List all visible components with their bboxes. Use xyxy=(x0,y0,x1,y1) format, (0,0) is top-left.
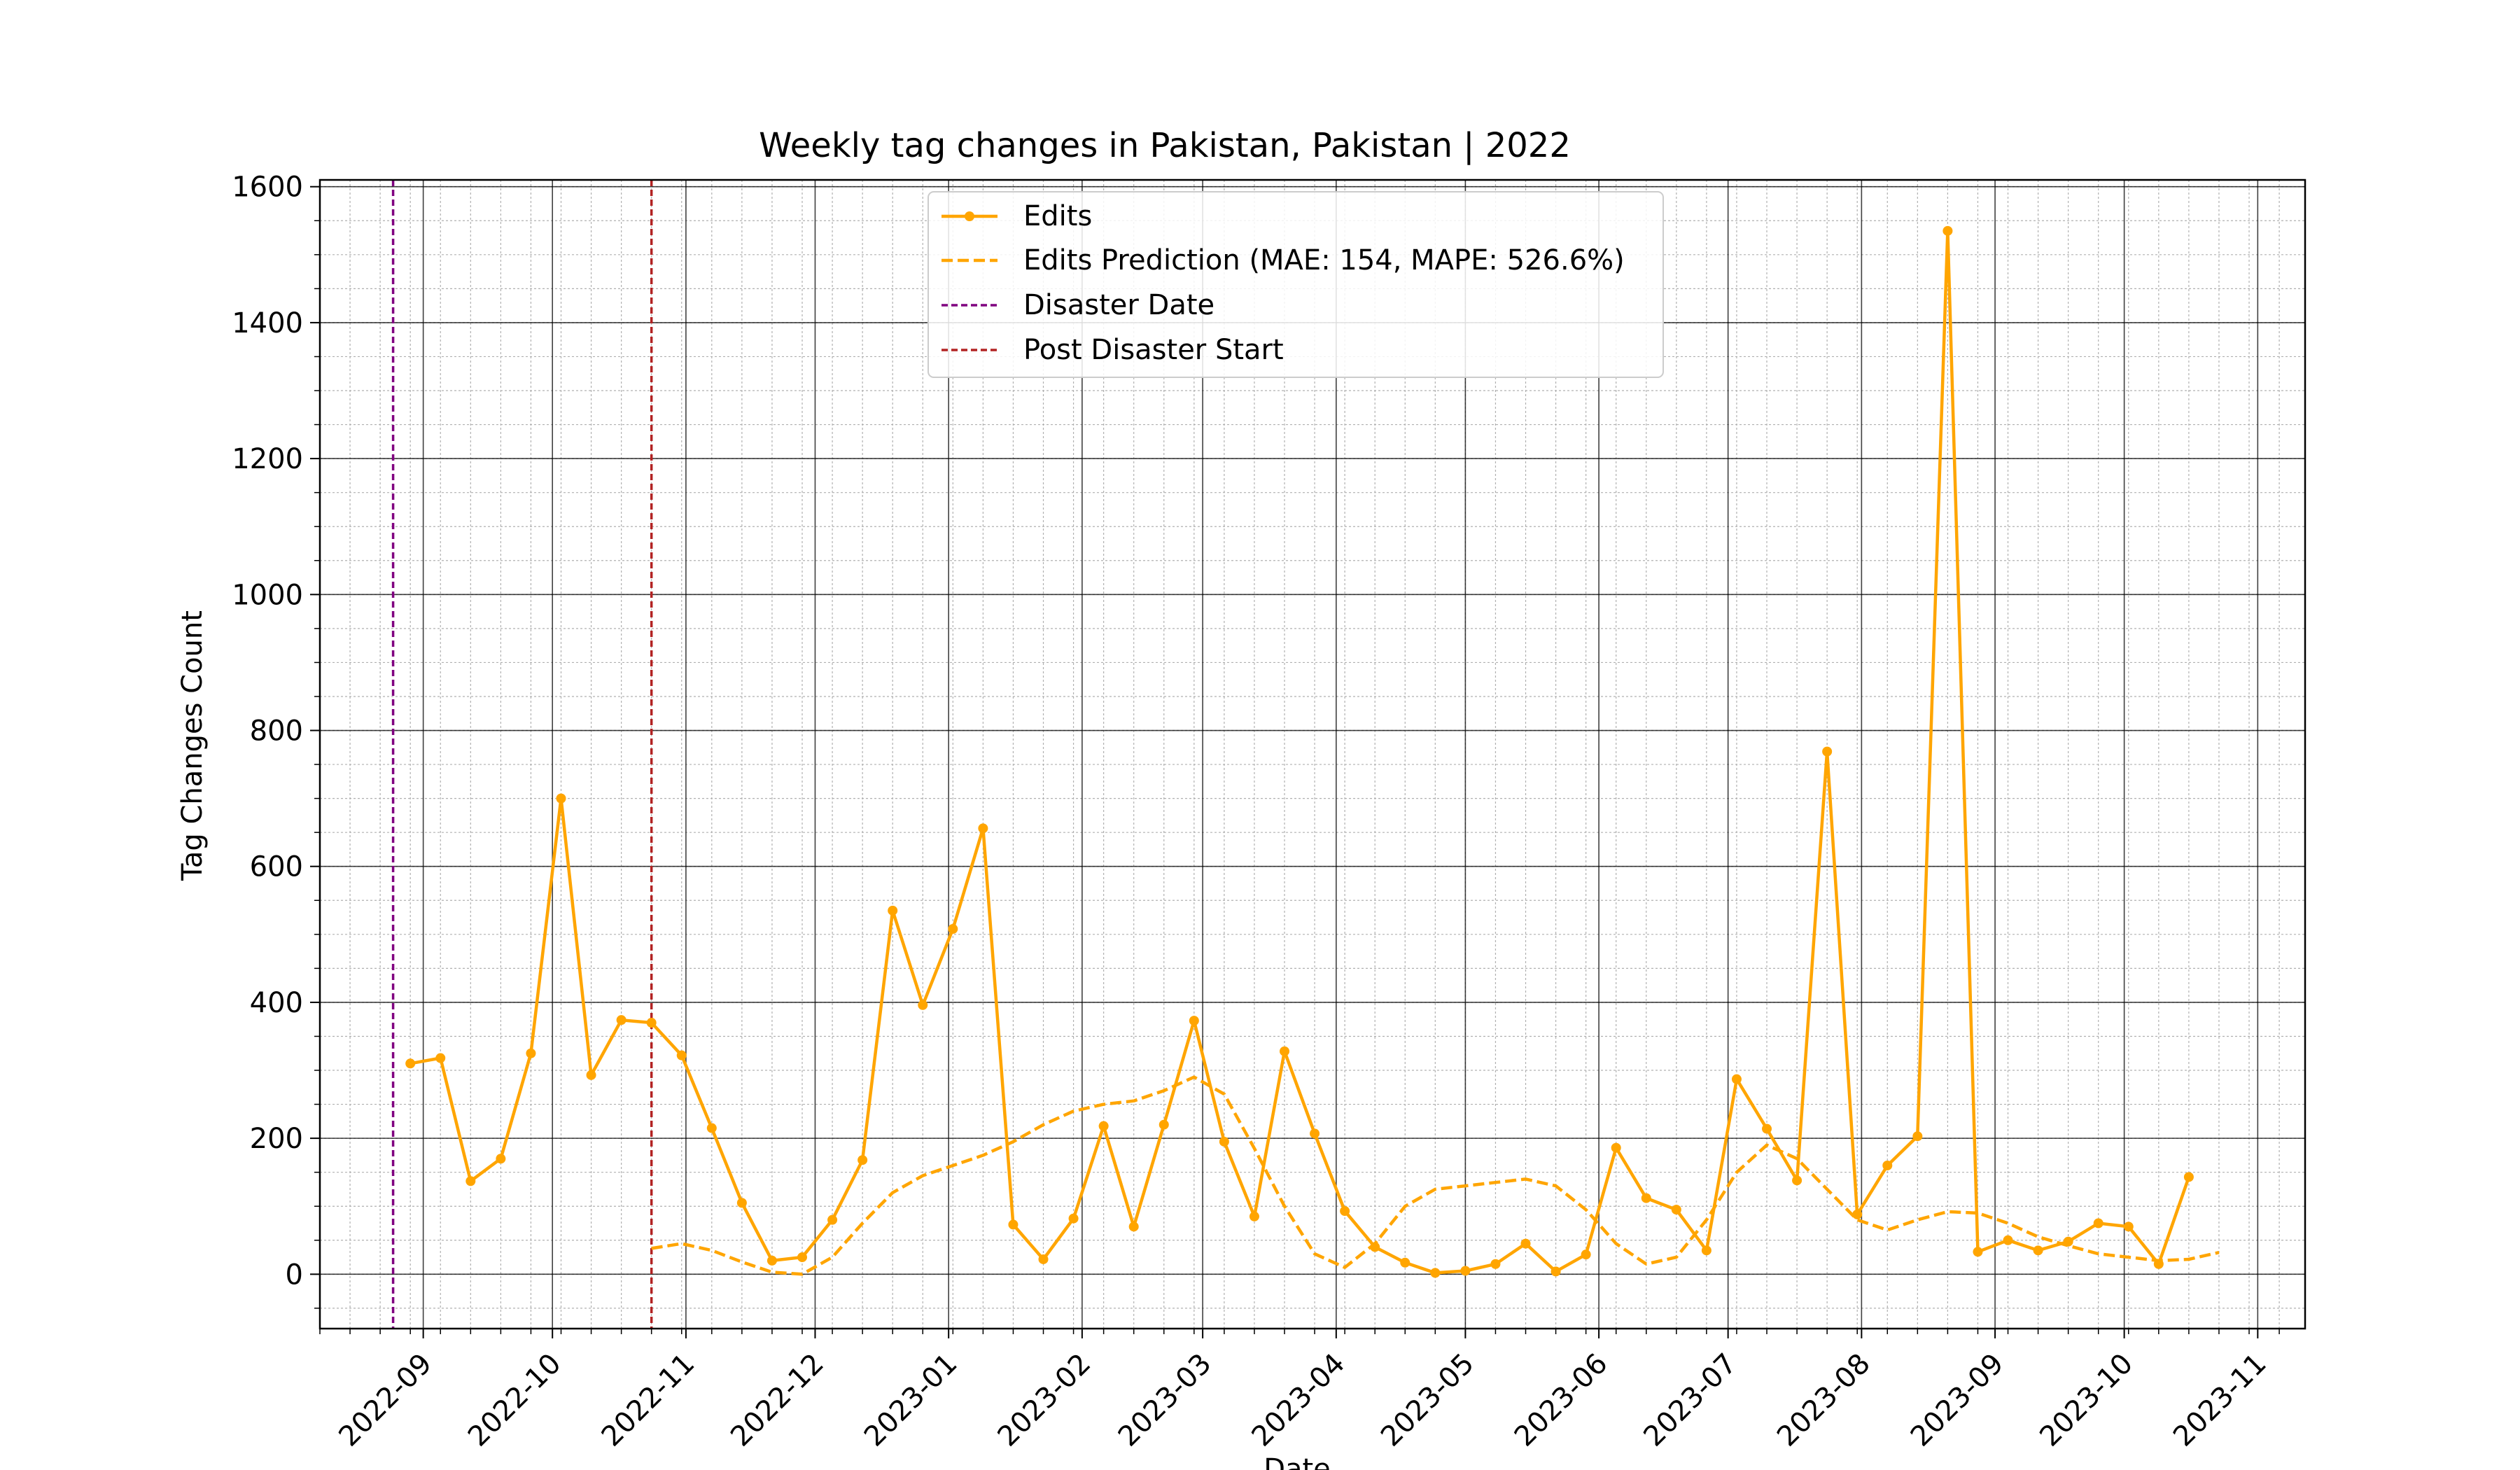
edits-point xyxy=(1942,225,1953,236)
edits-point xyxy=(1219,1136,1229,1147)
edits-point xyxy=(1310,1128,1320,1139)
edits-point xyxy=(1460,1266,1471,1276)
x-tick-label: 2022-09 xyxy=(332,1348,438,1453)
edits-point xyxy=(827,1214,838,1225)
edits-point xyxy=(1701,1245,1712,1256)
edits-point xyxy=(2033,1245,2043,1256)
edits-point xyxy=(797,1252,808,1263)
y-tick-label: 1600 xyxy=(232,172,303,204)
edits-point xyxy=(948,924,958,934)
edits-point xyxy=(1490,1259,1501,1269)
reference-lines xyxy=(391,180,653,1329)
edits-point xyxy=(2123,1222,2134,1232)
edits-point xyxy=(1340,1206,1350,1217)
x-tick-label: 2022-10 xyxy=(462,1348,568,1453)
edits-point xyxy=(736,1198,747,1208)
edits-point xyxy=(1098,1121,1109,1131)
edits-point xyxy=(1671,1205,1681,1215)
edits-point xyxy=(1550,1266,1561,1277)
edits-point xyxy=(1762,1124,1772,1134)
edits-point xyxy=(888,905,898,916)
edits-point xyxy=(496,1154,506,1164)
edits-point xyxy=(2003,1235,2013,1245)
legend: Edits Edits Prediction (MAE: 154, MAPE: … xyxy=(927,191,1664,378)
prediction-series-line xyxy=(651,1075,2220,1276)
y-axis-label: Tag Changes Count xyxy=(176,610,209,881)
edits-point xyxy=(1852,1209,1863,1219)
edits-point xyxy=(1128,1222,1139,1232)
y-tick-label: 1400 xyxy=(232,307,303,340)
edits-point xyxy=(1822,746,1833,757)
edits-point xyxy=(405,1058,416,1069)
edits-point xyxy=(978,823,988,834)
edits-point xyxy=(465,1176,476,1186)
x-tick-label: 2022-12 xyxy=(724,1348,830,1453)
legend-disaster-label: Disaster Date xyxy=(1023,289,1214,321)
x-tick-label: 2023-04 xyxy=(1246,1348,1352,1453)
x-axis-label: Date xyxy=(1264,1453,1331,1470)
edits-point xyxy=(1249,1211,1259,1222)
edits-point xyxy=(646,1018,657,1028)
y-tick-label: 600 xyxy=(250,851,303,883)
edits-point xyxy=(1400,1257,1410,1268)
x-tick-label: 2023-08 xyxy=(1771,1348,1877,1453)
edits-point xyxy=(676,1050,687,1060)
x-tick-label: 2023-02 xyxy=(992,1348,1098,1453)
edits-point xyxy=(706,1123,717,1133)
chart-title: Weekly tag changes in Pakistan, Pakistan… xyxy=(759,126,1571,165)
y-tick-label: 400 xyxy=(250,987,303,1019)
x-tick-label: 2023-07 xyxy=(1637,1348,1743,1453)
edits-point xyxy=(1520,1238,1531,1249)
y-axis: 0 200 400 600 800 1000 1200 1400 1600 xyxy=(232,172,320,1309)
edits-point xyxy=(1158,1119,1169,1130)
y-tick-label: 200 xyxy=(250,1123,303,1155)
edits-point xyxy=(1973,1247,1983,1257)
edits-point xyxy=(1430,1268,1441,1278)
edits-point xyxy=(1008,1219,1018,1230)
legend-edits-label: Edits xyxy=(1023,200,1092,232)
x-tick-label: 2023-01 xyxy=(858,1348,964,1453)
edits-point xyxy=(1189,1016,1199,1026)
x-tick-label: 2022-11 xyxy=(596,1348,701,1453)
edits-point xyxy=(1038,1254,1049,1264)
y-tick-label: 0 xyxy=(286,1259,303,1291)
edits-point xyxy=(616,1015,626,1026)
edits-point xyxy=(556,793,566,804)
legend-edits-marker xyxy=(965,211,974,221)
y-tick-label: 800 xyxy=(250,715,303,748)
x-tick-label: 2023-06 xyxy=(1508,1348,1614,1453)
edits-point xyxy=(1068,1213,1079,1224)
edits-point xyxy=(1731,1074,1742,1084)
edits-point xyxy=(918,1000,928,1010)
edits-point xyxy=(1882,1160,1893,1170)
edits-point xyxy=(526,1048,536,1058)
x-axis: 2022-09 2022-10 2022-11 2022-12 2023-01 2023-… xyxy=(319,1329,2280,1453)
edits-point xyxy=(1641,1193,1651,1203)
edits-point xyxy=(435,1053,446,1063)
legend-post-disaster-label: Post Disaster Start xyxy=(1023,334,1284,366)
edits-point xyxy=(1280,1046,1290,1056)
edits-point xyxy=(2093,1218,2104,1228)
x-tick-label: 2023-10 xyxy=(2033,1348,2139,1453)
edits-point xyxy=(2183,1172,2194,1182)
edits-point xyxy=(858,1155,868,1166)
edits-point xyxy=(1912,1131,1923,1142)
edits-point xyxy=(766,1255,777,1266)
edits-point xyxy=(586,1070,596,1080)
legend-prediction-label: Edits Prediction (MAE: 154, MAPE: 526.6%… xyxy=(1023,244,1625,276)
x-tick-label: 2023-03 xyxy=(1112,1348,1218,1453)
edits-series-line xyxy=(410,229,2191,1275)
y-tick-label: 1200 xyxy=(232,443,303,475)
plot-frame xyxy=(318,178,2306,1330)
series-layer xyxy=(405,225,2220,1278)
x-tick-label: 2023-09 xyxy=(1905,1348,2010,1453)
edits-point xyxy=(1792,1175,1802,1186)
y-tick-label: 1000 xyxy=(232,579,303,611)
edits-point xyxy=(1611,1142,1621,1153)
x-tick-label: 2023-05 xyxy=(1375,1348,1480,1453)
legend-box xyxy=(927,191,1664,378)
x-tick-label: 2023-11 xyxy=(2167,1348,2273,1453)
edits-point xyxy=(1581,1250,1591,1260)
